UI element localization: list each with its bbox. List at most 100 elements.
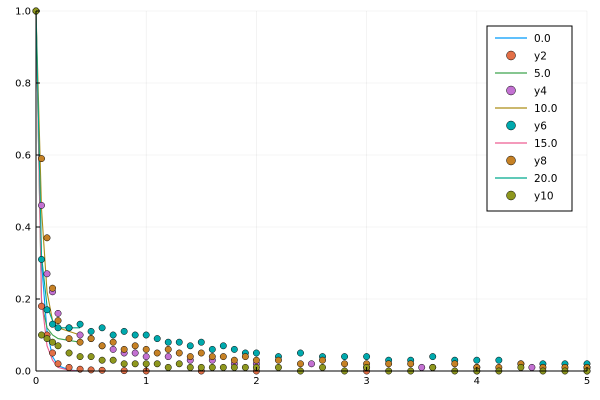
point-y10-17 [197, 363, 205, 371]
point-y8-28 [385, 360, 393, 368]
point-y10-8 [98, 356, 106, 364]
point-y2-3 [49, 349, 56, 357]
point-y4-11 [131, 349, 139, 357]
point-y6-24 [297, 349, 304, 357]
point-y10-11 [131, 360, 139, 368]
point-y6-8 [98, 324, 106, 332]
point-y4-9 [109, 345, 117, 353]
point-y8-22 [252, 356, 260, 364]
legend-swatch-y4 [506, 85, 516, 96]
point-y6-11 [131, 331, 139, 339]
point-y8-26 [341, 360, 349, 368]
point-y10-6 [76, 353, 84, 361]
point-y8-12 [142, 345, 150, 353]
point-y10-30 [429, 363, 437, 371]
point-y8-14 [164, 345, 172, 353]
series-y8 [32, 7, 591, 371]
point-y2-8 [98, 366, 106, 374]
point-y2-1 [38, 302, 45, 310]
axes [35, 10, 588, 372]
x-tick-label-5: 5 [584, 376, 590, 387]
y-tick-label-5: 1.0 [15, 7, 31, 18]
point-y4-1 [38, 201, 45, 209]
point-y8-23 [274, 356, 282, 364]
point-y10-34 [517, 363, 525, 371]
point-y8-31 [451, 360, 459, 368]
series-y10 [32, 7, 591, 375]
legend-label-5.0: 5.0 [534, 68, 551, 80]
point-y6-3 [49, 320, 56, 328]
point-y10-14 [164, 363, 172, 371]
point-y4-22 [528, 363, 536, 371]
point-y8-1 [38, 155, 45, 163]
point-y8-17 [197, 349, 205, 357]
x-tick-label-1: 1 [143, 376, 149, 387]
legend-label-15.0: 15.0 [534, 138, 557, 150]
legend-item-0.0: 0.0 [495, 33, 551, 45]
point-y10-4 [54, 342, 62, 350]
point-y6-14 [164, 338, 172, 346]
point-y10-19 [219, 363, 227, 371]
point-y8-11 [131, 342, 139, 350]
point-y10-13 [153, 360, 161, 368]
point-y8-13 [153, 349, 161, 357]
point-y8-24 [297, 360, 304, 368]
point-y6-27 [363, 353, 371, 361]
y-tick-label-0: 0.0 [15, 367, 31, 378]
point-y10-12 [142, 360, 150, 368]
legend: 0.0 y2 5.0 y4 10.0 y6 15.0 y8 20.0 y10 [486, 25, 573, 212]
point-y6-30 [429, 353, 437, 361]
point-y10-20 [230, 363, 238, 371]
legend-label-y8: y8 [534, 155, 547, 167]
legend-label-10.0: 10.0 [534, 103, 557, 115]
legend-box [486, 25, 573, 212]
point-y4-18 [308, 360, 315, 368]
legend-item-5.0: 5.0 [495, 68, 551, 80]
point-y2-5 [65, 363, 73, 371]
point-y6-2 [43, 306, 51, 314]
y-tick-label-3: 0.6 [15, 151, 31, 162]
point-y10-2 [43, 335, 51, 343]
legend-item-y8: y8 [506, 155, 547, 167]
point-y10-16 [186, 363, 194, 371]
point-y6-19 [219, 342, 227, 350]
legend-item-y10: y10 [506, 190, 554, 202]
point-y6-4 [54, 324, 62, 332]
point-y10-23 [274, 363, 282, 371]
point-y8-3 [49, 284, 56, 292]
point-y10-3 [49, 338, 56, 346]
point-y8-29 [407, 360, 415, 368]
point-y4-20 [418, 363, 426, 371]
legend-swatch-y6 [506, 120, 516, 131]
x-tick-label-3: 3 [363, 376, 369, 387]
y-tick-label-4: 0.8 [15, 79, 31, 90]
legend-label-20.0: 20.0 [534, 173, 557, 185]
legend-item-15.0: 15.0 [495, 138, 557, 150]
legend-item-y4: y4 [506, 85, 547, 97]
point-y10-25 [319, 363, 326, 371]
legend-item-y6: y6 [506, 120, 547, 132]
point-y6-10 [120, 327, 128, 335]
legend-item-y2: y2 [506, 50, 547, 62]
point-y8-2 [43, 234, 51, 242]
point-y6-33 [495, 356, 503, 364]
point-y8-25 [319, 356, 326, 364]
point-y6-16 [186, 342, 194, 350]
point-y10-5 [65, 349, 73, 357]
point-y6-26 [341, 353, 349, 361]
point-y10-18 [208, 363, 216, 371]
point-y10-9 [109, 356, 117, 364]
point-y10-1 [38, 331, 45, 339]
point-y10-10 [120, 360, 128, 368]
x-tick-label-4: 4 [474, 376, 480, 387]
point-y8-6 [76, 338, 84, 346]
point-y6-5 [65, 324, 73, 332]
y-tick-label-1: 0.2 [15, 295, 31, 306]
point-y8-15 [175, 349, 183, 357]
point-y4-12 [142, 353, 150, 361]
point-y6-12 [142, 331, 150, 339]
point-y8-18 [208, 353, 216, 361]
point-y4-2 [43, 270, 51, 278]
point-y8-9 [109, 338, 117, 346]
point-y8-8 [98, 342, 106, 350]
